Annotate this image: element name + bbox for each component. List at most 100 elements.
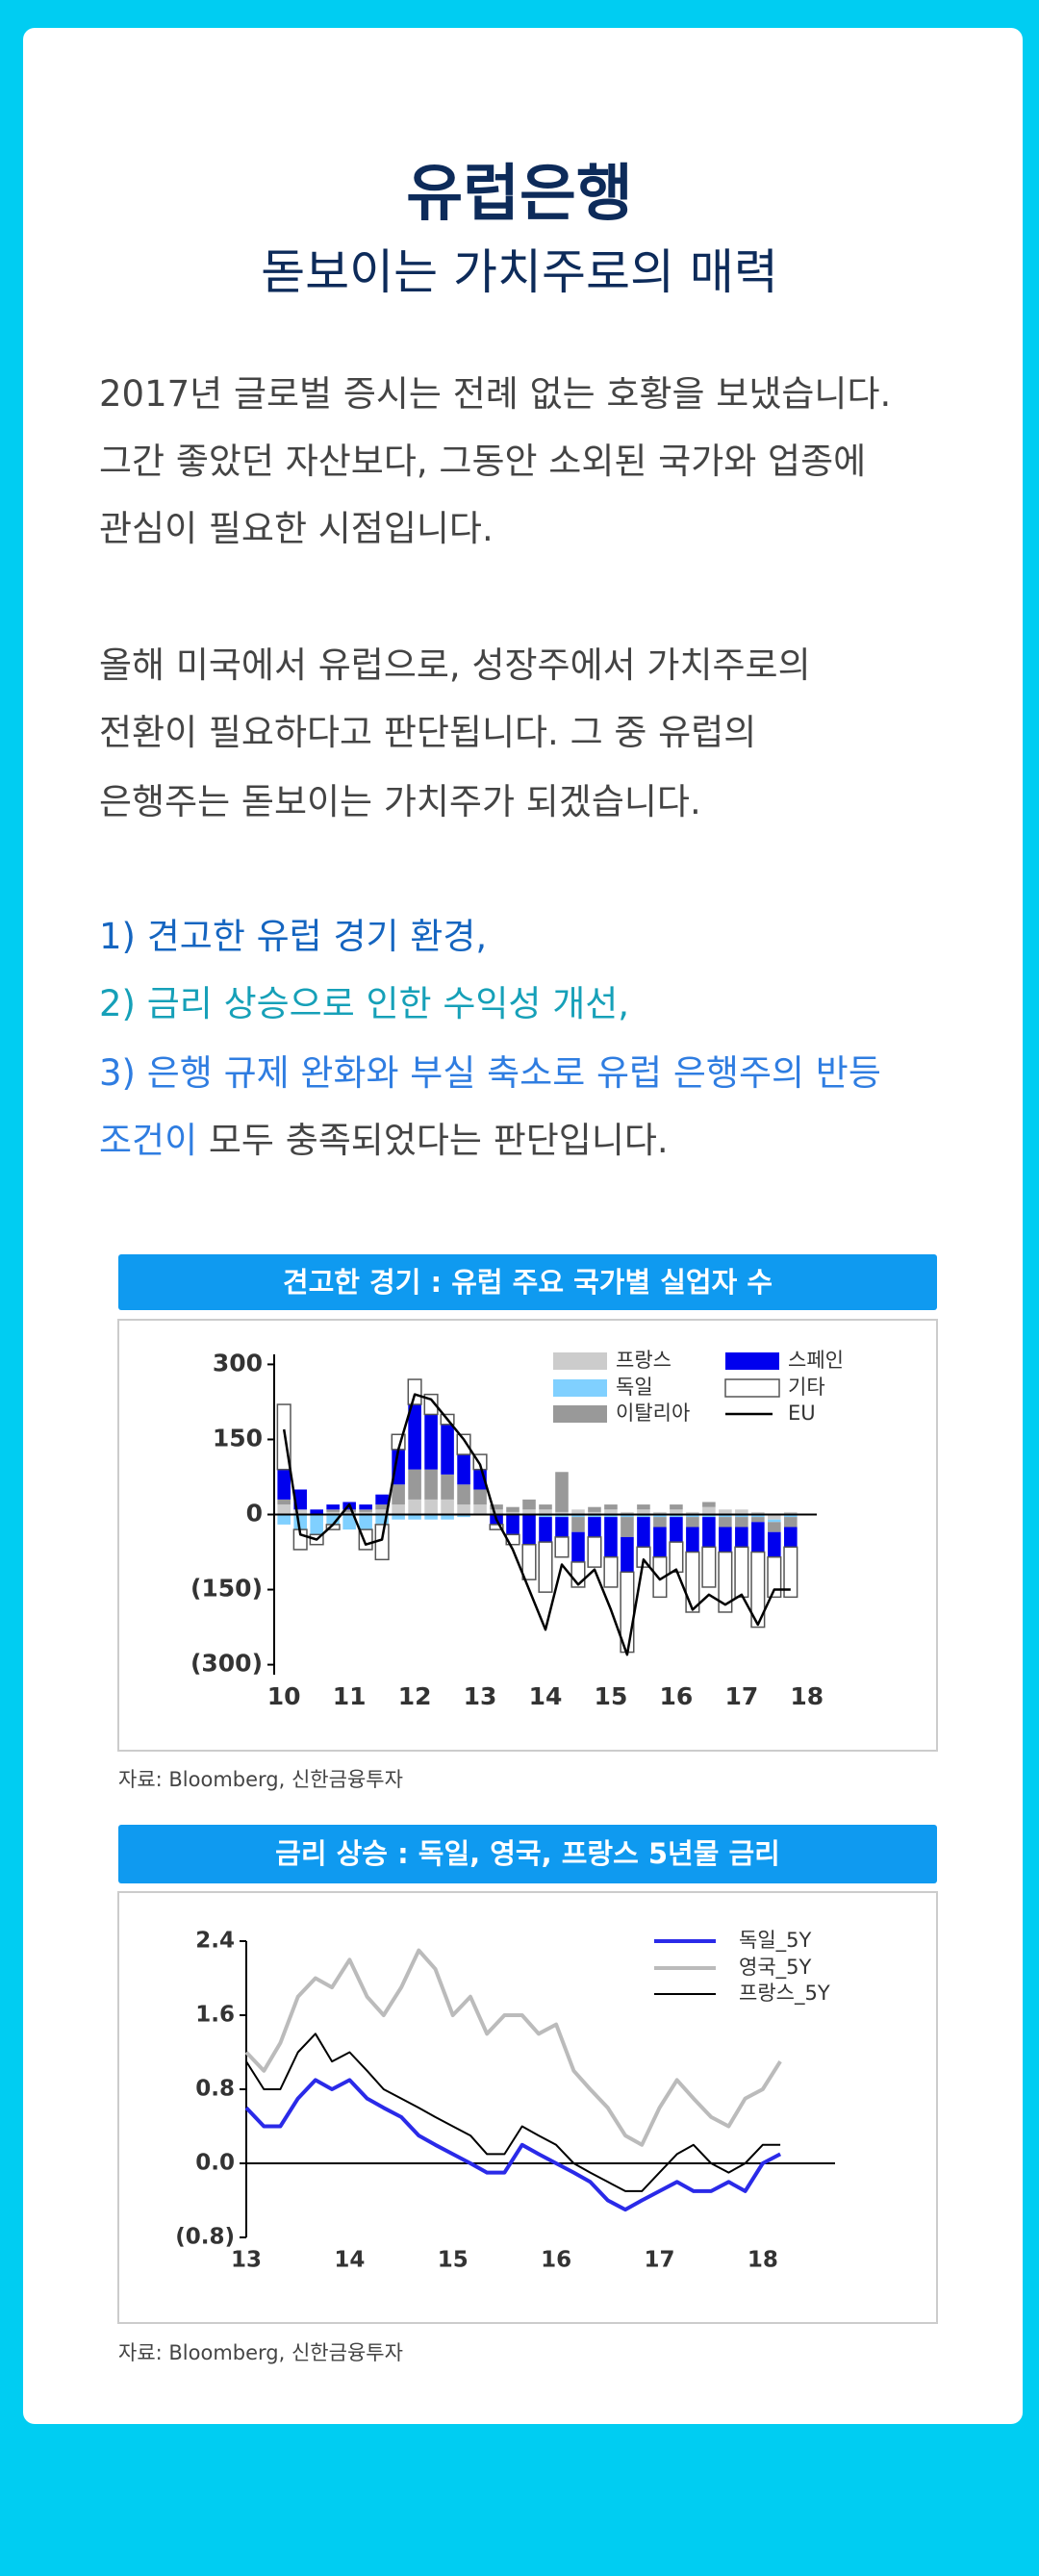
series-line <box>244 2078 782 2212</box>
x-tick-label: 14 <box>334 2248 365 2273</box>
bar <box>457 1514 470 1518</box>
bar <box>735 1517 748 1528</box>
bar <box>521 1543 537 1580</box>
bar <box>441 1424 454 1475</box>
x-tick-label: 16 <box>541 2248 571 2273</box>
bar <box>718 1551 733 1613</box>
bar <box>719 1527 732 1553</box>
chart-title: 견고한 경기 : 유럽 주요 국가별 실업자 수 <box>118 1254 937 1310</box>
bar <box>326 1504 340 1510</box>
legend-swatch <box>724 1378 780 1398</box>
bar <box>751 1511 765 1515</box>
bar <box>686 1511 699 1515</box>
bar <box>637 1504 650 1510</box>
bar <box>686 1514 699 1518</box>
x-tick-label: 13 <box>464 1682 497 1710</box>
bar <box>359 1509 372 1512</box>
bar <box>539 1514 552 1518</box>
bar <box>701 1546 717 1588</box>
bar <box>702 1517 716 1548</box>
bar <box>702 1506 716 1515</box>
bar <box>473 1489 487 1505</box>
bar <box>768 1519 781 1523</box>
x-tick-label: 18 <box>748 2248 778 2273</box>
bar <box>669 1541 684 1574</box>
bar <box>424 1469 438 1500</box>
bar <box>784 1511 798 1515</box>
bar <box>457 1504 470 1515</box>
y-tick-label: (150) <box>190 1575 263 1603</box>
bar <box>637 1517 650 1548</box>
y-tick-label: 2.4 <box>195 1929 235 1954</box>
bar <box>310 1509 323 1515</box>
bar <box>326 1509 340 1512</box>
chart-source: 자료: Bloomberg, 신한금융투자 <box>118 2341 403 2364</box>
bar <box>490 1504 503 1510</box>
y-tick-label: 0 <box>246 1500 263 1528</box>
legend-label: 프랑스 <box>616 1349 672 1372</box>
paragraph-line: 전환이 필요하다고 판단됩니다. 그 중 유럽의 <box>99 712 757 753</box>
bar <box>375 1509 389 1515</box>
x-tick-label: 11 <box>333 1682 367 1710</box>
bar <box>588 1514 601 1518</box>
highlight-text: 1) 견고한 유럽 경기 환경, <box>99 916 488 957</box>
bar <box>555 1511 569 1515</box>
bar <box>555 1514 569 1518</box>
chart-title: 금리 상승 : 독일, 영국, 프랑스 5년물 금리 <box>118 1825 937 1883</box>
bar <box>310 1514 323 1535</box>
bar <box>342 1511 356 1515</box>
bar <box>326 1514 340 1525</box>
bar <box>326 1511 340 1515</box>
highlight-text: 모두 충족되었다는 판단입니다. <box>197 1120 669 1161</box>
y-tick-label: 1.6 <box>195 2003 235 2028</box>
bar <box>392 1504 405 1515</box>
bar <box>522 1509 536 1515</box>
bar <box>506 1514 520 1535</box>
bar <box>588 1517 601 1537</box>
title: 유럽은행 <box>406 159 633 230</box>
highlight-text: 3) 은행 규제 완화와 부실 축소로 유럽 은행주의 반등 <box>99 1052 881 1094</box>
bar <box>359 1504 372 1510</box>
bar <box>539 1504 552 1510</box>
legend-label: EU <box>788 1402 816 1425</box>
bar <box>702 1514 716 1518</box>
bar <box>719 1509 732 1515</box>
bar <box>359 1511 372 1515</box>
bar <box>441 1514 454 1520</box>
bar <box>621 1511 634 1515</box>
bar <box>277 1469 291 1500</box>
paragraph-line: 은행주는 돋보이는 가치주가 되겠습니다. <box>99 781 701 822</box>
bar <box>473 1504 487 1515</box>
legend-label: 독일 <box>616 1376 653 1399</box>
highlight-line: 3) 은행 규제 완화와 부실 축소로 유럽 은행주의 반등 <box>99 1049 881 1098</box>
bar <box>604 1509 618 1515</box>
bar <box>735 1527 748 1548</box>
bar <box>621 1514 634 1518</box>
bar <box>604 1514 618 1518</box>
bar <box>768 1522 781 1532</box>
bar <box>506 1506 520 1512</box>
x-tick-label: 18 <box>790 1682 824 1710</box>
bar <box>424 1514 438 1520</box>
x-tick-label: 15 <box>438 2248 469 2273</box>
bar <box>603 1555 619 1588</box>
bar <box>359 1514 372 1530</box>
bar <box>392 1514 405 1520</box>
bar <box>441 1474 454 1500</box>
bar <box>587 1536 602 1568</box>
bar <box>408 1404 421 1470</box>
bar <box>457 1484 470 1505</box>
legend-swatch <box>553 1405 607 1423</box>
bar <box>784 1517 798 1528</box>
bar <box>768 1514 781 1520</box>
bar <box>408 1499 421 1515</box>
bar <box>489 1524 504 1530</box>
bar <box>538 1541 553 1593</box>
bar <box>555 1517 569 1537</box>
legend-swatch <box>725 1352 779 1370</box>
bar <box>539 1517 552 1543</box>
bar <box>588 1511 601 1515</box>
bar <box>750 1551 766 1629</box>
bar <box>735 1509 748 1515</box>
